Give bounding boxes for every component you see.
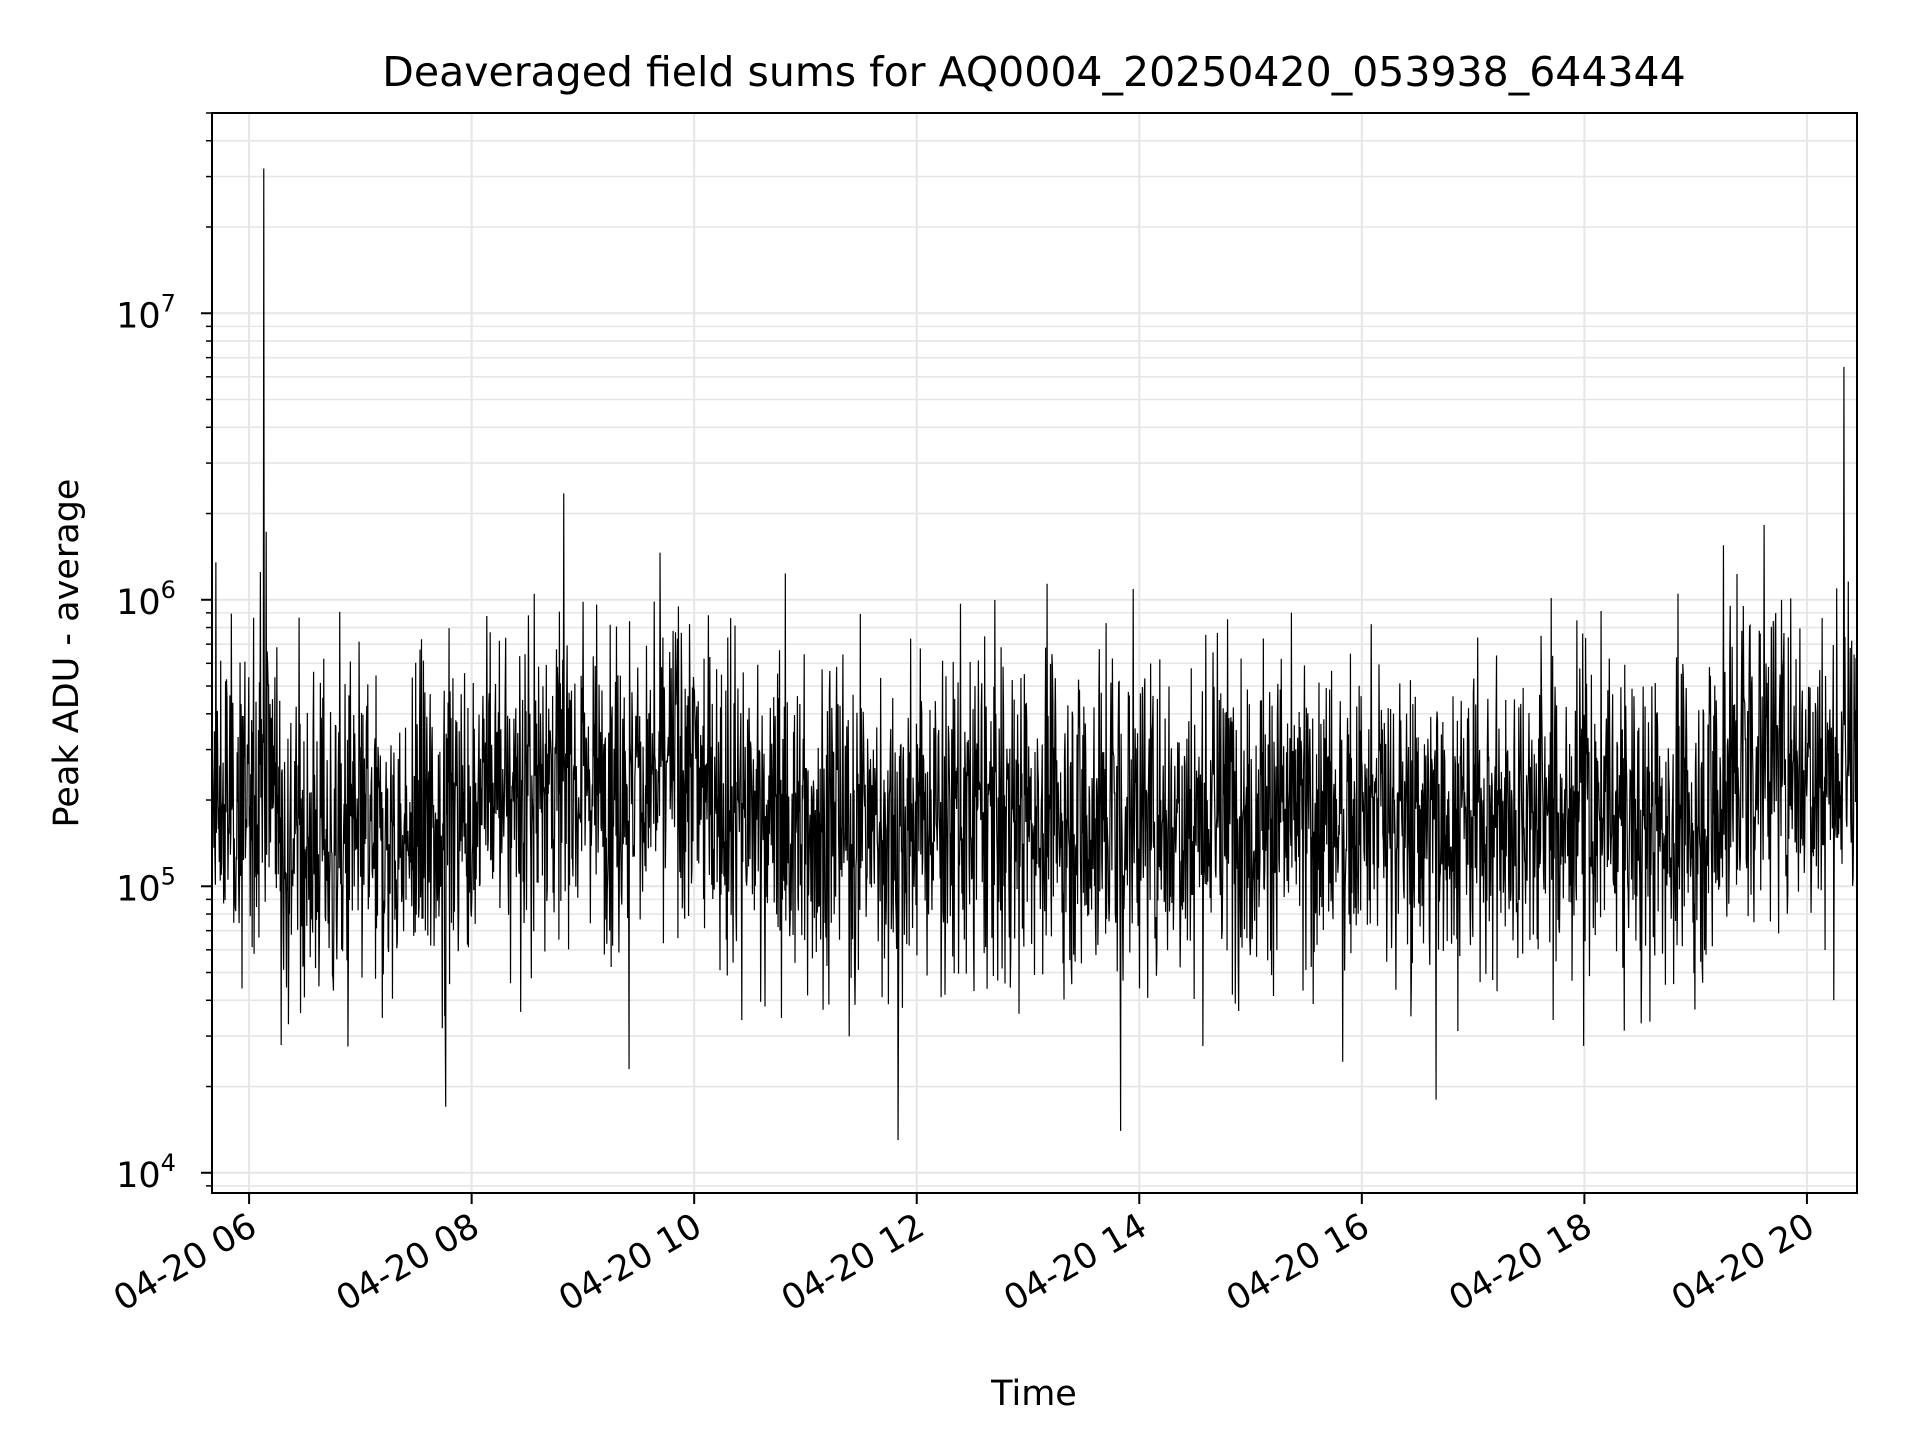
y-tick-base: 10 [116,296,161,336]
x-axis-label: Time [990,1374,1077,1414]
y-tick-base: 10 [116,869,161,909]
y-tick-base: 10 [116,583,161,623]
y-tick-label: 104 [116,1149,176,1196]
y-axis-label: Peak ADU - average [47,479,87,828]
series-line [211,168,1858,1141]
y-tick-exponent: 7 [161,289,176,317]
y-tick-label: 105 [116,862,176,909]
series-group [211,168,1858,1141]
y-tick-exponent: 6 [161,576,176,604]
y-tick-label: 107 [116,289,176,336]
plot-frame [211,112,1858,1194]
y-tick-base: 10 [116,1156,161,1196]
y-tick-label: 106 [116,576,176,623]
y-tick-exponent: 4 [161,1149,176,1177]
chart-title: Deaveraged field sums for AQ0004_2025042… [382,48,1685,96]
y-tick-exponent: 5 [161,862,176,890]
